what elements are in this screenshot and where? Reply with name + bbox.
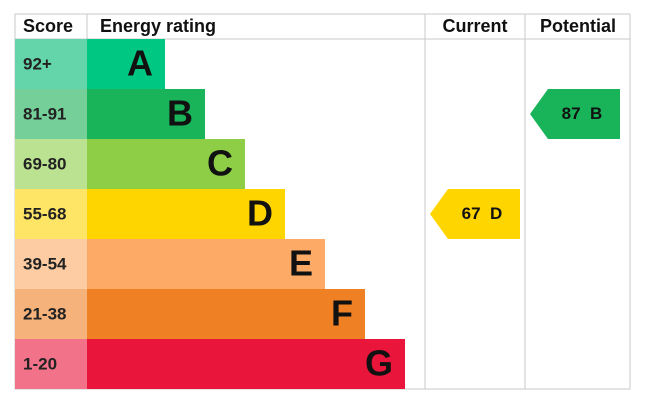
rating-bar bbox=[87, 139, 245, 189]
header-score: Score bbox=[23, 16, 73, 36]
score-range: 39-54 bbox=[23, 254, 67, 273]
rating-bar bbox=[87, 39, 165, 89]
rating-bar bbox=[87, 89, 205, 139]
score-cell bbox=[15, 289, 87, 339]
score-cell bbox=[15, 89, 87, 139]
rating-letter: D bbox=[247, 193, 273, 234]
current-arrow bbox=[430, 189, 520, 239]
rating-letter: G bbox=[365, 343, 393, 384]
rating-letter: C bbox=[207, 143, 233, 184]
rating-bar bbox=[87, 239, 325, 289]
score-range: 81-91 bbox=[23, 104, 66, 123]
rating-letter: E bbox=[289, 243, 313, 284]
score-cell bbox=[15, 239, 87, 289]
score-cell bbox=[15, 139, 87, 189]
potential-arrow bbox=[530, 89, 620, 139]
rating-bar bbox=[87, 339, 405, 389]
header-rating: Energy rating bbox=[100, 16, 216, 36]
score-cell bbox=[15, 339, 87, 389]
header-potential: Potential bbox=[540, 16, 616, 36]
rating-letter: F bbox=[331, 293, 353, 334]
current-label: 67 D bbox=[462, 204, 503, 223]
score-range: 69-80 bbox=[23, 154, 66, 173]
potential-label: 87 B bbox=[562, 104, 603, 123]
score-range: 21-38 bbox=[23, 304, 66, 323]
score-range: 55-68 bbox=[23, 204, 66, 223]
rating-letter: B bbox=[167, 93, 193, 134]
score-cell bbox=[15, 39, 87, 89]
score-range: 92+ bbox=[23, 54, 52, 73]
rating-bar bbox=[87, 289, 365, 339]
rating-bar bbox=[87, 189, 285, 239]
score-range: 1-20 bbox=[23, 354, 57, 373]
rating-letter: A bbox=[127, 43, 153, 84]
score-cell bbox=[15, 189, 87, 239]
current-rating: D bbox=[490, 204, 502, 223]
potential-score: 87 bbox=[562, 104, 581, 123]
potential-rating: B bbox=[590, 104, 602, 123]
header-current: Current bbox=[442, 16, 507, 36]
current-score: 67 bbox=[462, 204, 481, 223]
